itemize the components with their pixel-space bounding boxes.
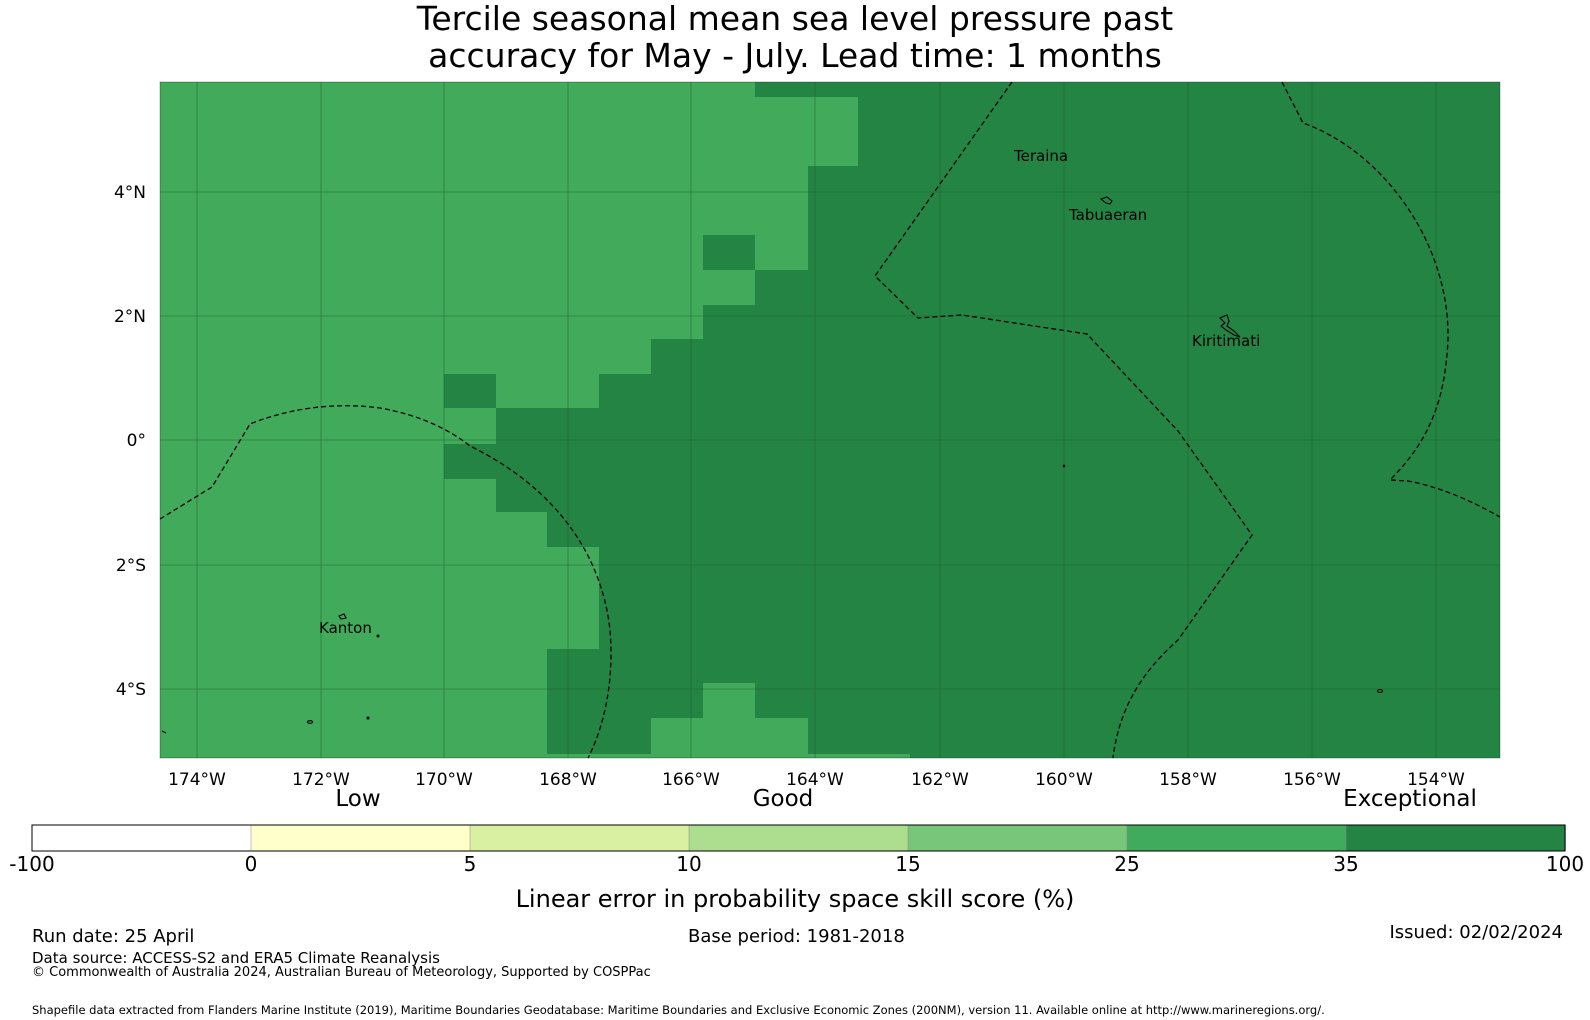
exceptional-region (444, 82, 1500, 758)
colorbar-tick: 10 (676, 852, 702, 876)
colorbar (31, 824, 1566, 852)
lon-label: 158°W (1159, 770, 1217, 790)
issued-date: Issued: 02/02/2024 (1389, 922, 1563, 943)
chart-title-line-2: accuracy for May - July. Lead time: 1 mo… (428, 36, 1162, 75)
lon-label: 164°W (786, 770, 844, 790)
place-label-kanton: Kanton (319, 619, 372, 637)
lon-label: 166°W (662, 770, 720, 790)
lon-label: 168°W (539, 770, 597, 790)
colorbar-category-good: Good (752, 786, 814, 812)
colorbar-tick: -100 (9, 852, 55, 876)
colorbar-segment (688, 824, 909, 852)
lon-label: 170°W (415, 770, 473, 790)
kiritimati-island (1219, 314, 1241, 338)
kanton-island (338, 613, 347, 620)
colorbar-segment (250, 824, 471, 852)
colorbar-tick: 0 (244, 852, 258, 876)
chart-title-line-1: Tercile seasonal mean sea level pressure… (416, 0, 1174, 38)
exceptional-cell (703, 235, 755, 270)
colorbar-tick: 100 (1545, 852, 1585, 876)
place-label-teraina: Teraina (1013, 147, 1068, 165)
data-source: Data source: ACCESS-S2 and ERA5 Climate … (32, 949, 440, 967)
lon-label: 160°W (1035, 770, 1093, 790)
lon-label: 154°W (1407, 770, 1465, 790)
run-date: Run date: 25 April (32, 926, 195, 947)
tabuaeran-island (1099, 196, 1113, 205)
lat-label: 4°N (114, 183, 146, 203)
shapefile-credit: Shapefile data extracted from Flanders M… (32, 1003, 1325, 1017)
colorbar-tick: 35 (1333, 852, 1359, 876)
colorbar-tick: 25 (1114, 852, 1140, 876)
place-label-kiritimati: Kiritimati (1192, 332, 1260, 350)
lat-label: 2°S (116, 556, 146, 576)
lon-label: 162°W (911, 770, 969, 790)
colorbar-segment (1126, 824, 1347, 852)
colorbar-category-low: Low (335, 786, 381, 812)
lon-label: 174°W (168, 770, 226, 790)
place-label-tabuaeran: Tabuaeran (1068, 206, 1147, 224)
map-frame (159, 81, 1501, 759)
colorbar-category-exceptional: Exceptional (1343, 786, 1477, 812)
colorbar-tick: 15 (895, 852, 921, 876)
colorbar-segment (1345, 824, 1566, 852)
exceptional-cell (444, 374, 496, 408)
lat-label: 0° (127, 431, 146, 451)
copyright-notice: © Commonwealth of Australia 2024, Austra… (32, 965, 651, 980)
maritime-boundaries (159, 81, 1501, 759)
colorbar-label: Linear error in probability space skill … (515, 885, 1075, 913)
colorbar-tick: 5 (463, 852, 477, 876)
lat-label: 2°N (114, 307, 146, 327)
graticule (160, 82, 1500, 758)
colorbar-segment (31, 824, 252, 852)
colorbar-segment (907, 824, 1128, 852)
islands (161, 196, 1384, 734)
lon-label: 172°W (292, 770, 350, 790)
skill-score-map: Teraina Tabuaeran Kiritimati Kanton 174°… (114, 81, 1501, 790)
base-period: Base period: 1981-2018 (688, 926, 905, 947)
colorbar-segment (469, 824, 690, 852)
lon-label: 156°W (1283, 770, 1341, 790)
lat-label: 4°S (116, 680, 146, 700)
